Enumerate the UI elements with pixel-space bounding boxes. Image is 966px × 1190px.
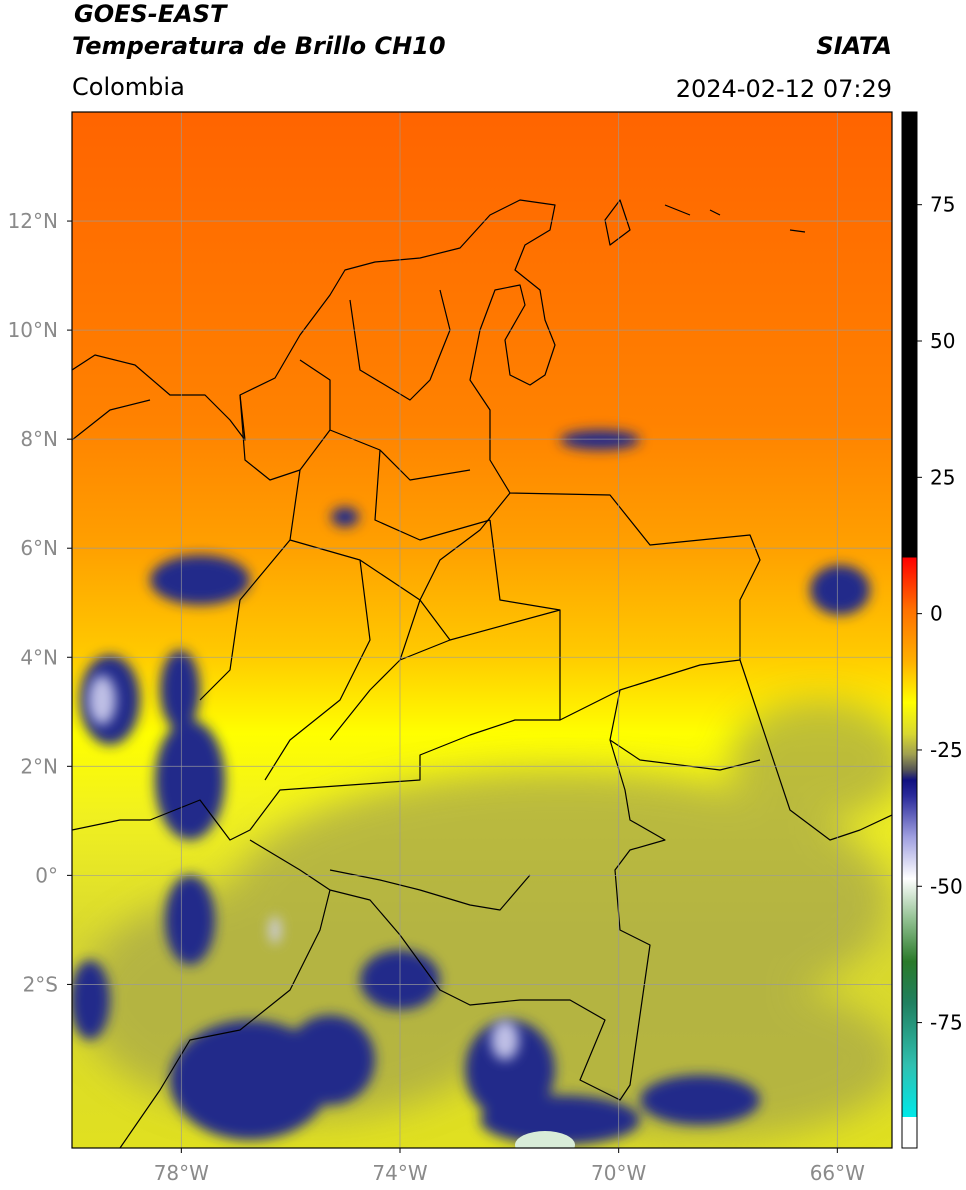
colorbar: [901, 111, 918, 1149]
graticule: [72, 112, 892, 1148]
y-tick-label: 0°: [35, 863, 58, 887]
x-tick-label: 78°W: [154, 1161, 209, 1185]
colorbar-tick-label: -50: [930, 874, 963, 898]
x-tick-label: 66°W: [810, 1161, 865, 1185]
colorbar-tick-label: 50: [930, 329, 955, 353]
x-tick-label: 74°W: [372, 1161, 427, 1185]
product: Temperatura de Brillo CH10: [72, 32, 446, 60]
y-tick-label: 2°S: [23, 972, 58, 996]
colorbar-tick-label: 0: [930, 602, 943, 626]
timestamp: 2024-02-12 07:29: [676, 75, 892, 103]
y-tick-label: 4°N: [20, 645, 58, 669]
y-tick-label: 8°N: [20, 427, 58, 451]
y-tick-label: 12°N: [8, 209, 58, 233]
colorbar-tick-label: -75: [930, 1011, 963, 1035]
y-tick-label: 6°N: [20, 536, 58, 560]
x-tick-label: 70°W: [591, 1161, 646, 1185]
y-tick-label: 2°N: [20, 754, 58, 778]
y-tick-label: 10°N: [8, 318, 58, 342]
source: SIATA: [816, 32, 892, 60]
satellite: GOES-EAST: [74, 0, 228, 28]
satellite-image: [72, 112, 892, 1148]
region: Colombia: [72, 73, 185, 101]
colorbar-tick-label: 75: [930, 193, 955, 217]
colorbar-tick-label: 25: [930, 465, 955, 489]
map-frame: [71, 111, 893, 1149]
colorbar-tick-label: -25: [930, 738, 963, 762]
